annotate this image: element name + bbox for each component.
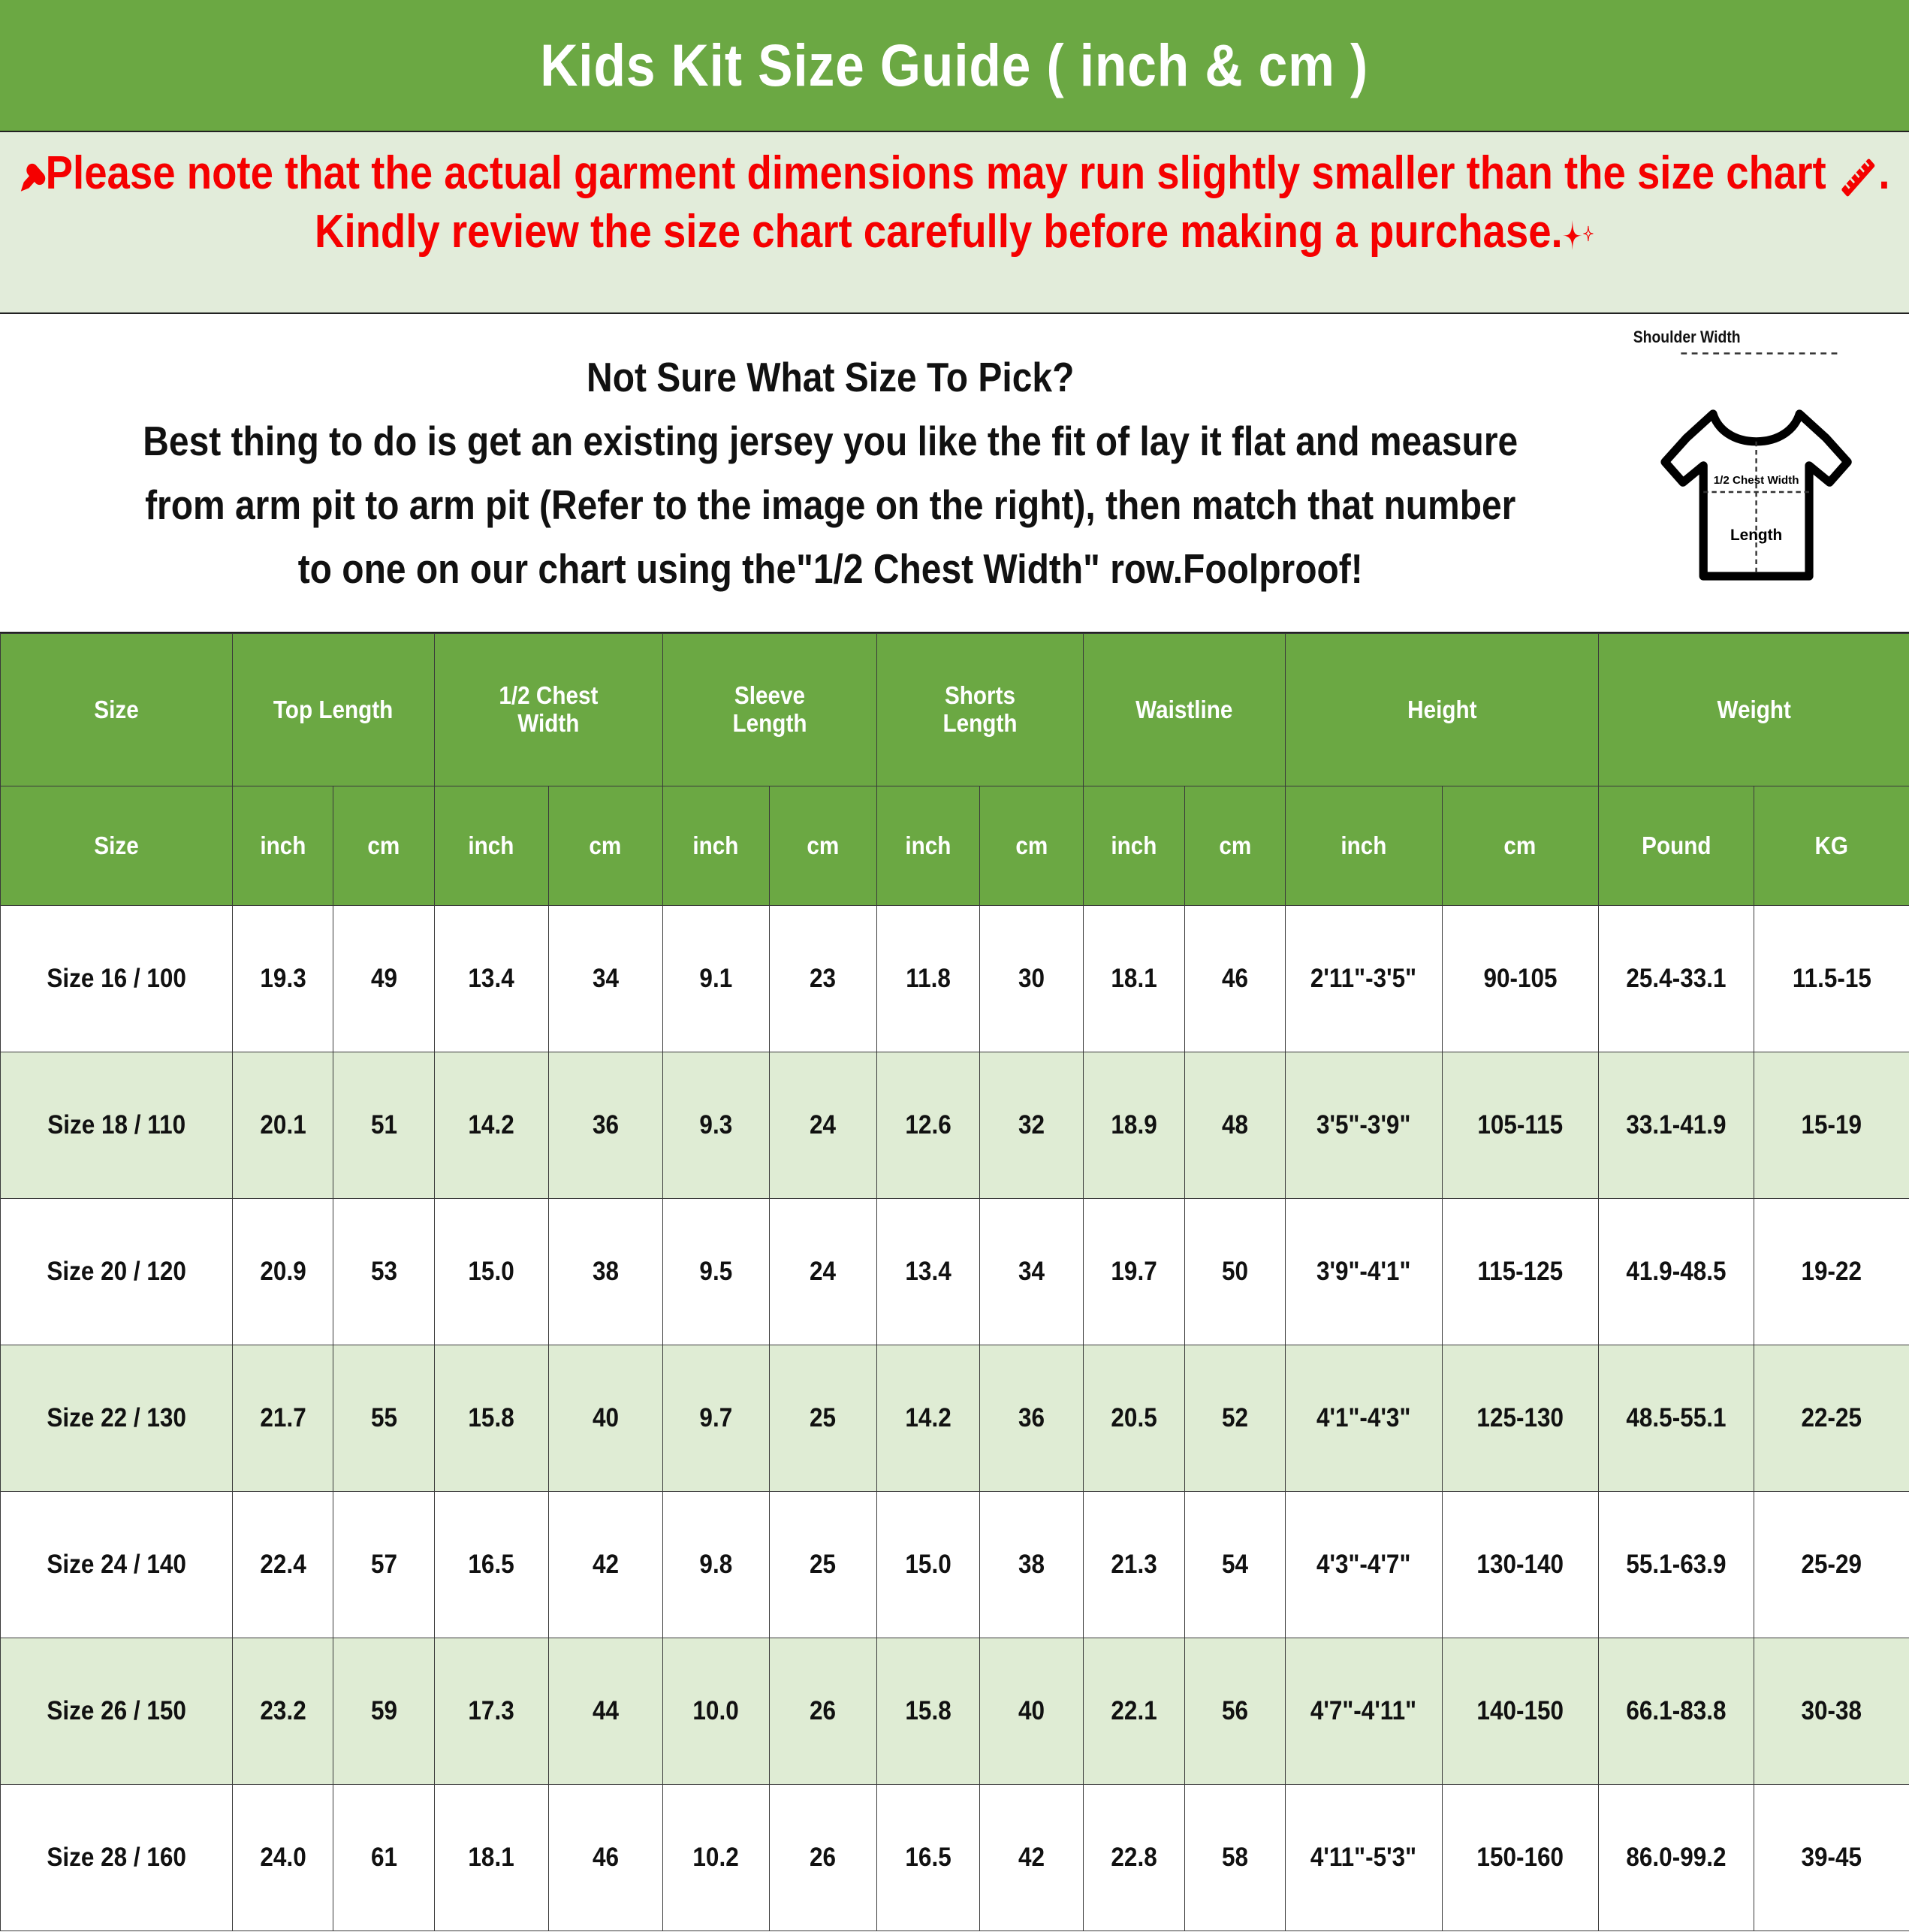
svg-text:1/2 Chest Width: 1/2 Chest Width xyxy=(1714,474,1799,487)
svg-text:Length: Length xyxy=(1730,527,1782,544)
